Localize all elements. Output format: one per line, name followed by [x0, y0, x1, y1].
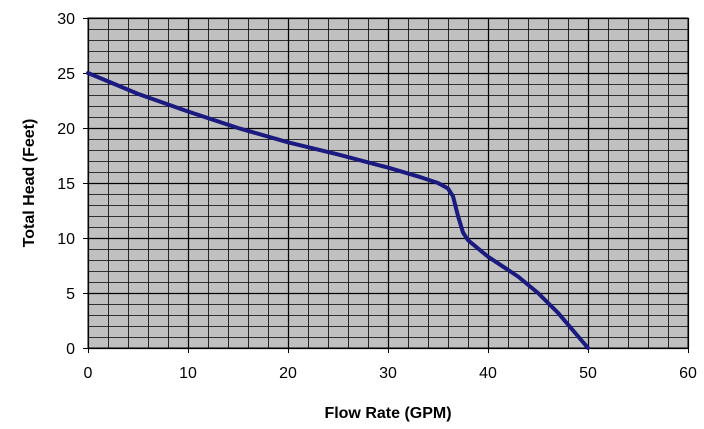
y-tick-label: 20: [57, 121, 75, 138]
x-tick-label: 60: [679, 365, 697, 382]
y-tick-label: 25: [57, 66, 75, 83]
x-tick-label: 40: [479, 365, 497, 382]
series-group: [86, 71, 590, 350]
y-tick-label: 15: [57, 176, 75, 193]
series-line-0: [86, 71, 590, 350]
x-tick-label: 10: [179, 365, 197, 382]
major-gridlines: [83, 17, 690, 353]
x-tick-label: 30: [379, 365, 397, 382]
y-axis-title: Total Head (Feet): [21, 119, 38, 248]
y-tick-label: 5: [66, 286, 75, 303]
x-tick-label: 20: [279, 365, 297, 382]
x-tick-label: 50: [579, 365, 597, 382]
y-tick-label: 0: [66, 341, 75, 358]
x-tick-label: 0: [84, 365, 93, 382]
x-axis-title: Flow Rate (GPM): [324, 405, 451, 422]
x-tick-labels: 0 10 20 30 40 50 60: [84, 365, 697, 382]
y-tick-label: 30: [57, 11, 75, 28]
y-tick-label: 10: [57, 231, 75, 248]
y-tick-labels: 0 5 10 15 20 25 30: [57, 11, 75, 358]
